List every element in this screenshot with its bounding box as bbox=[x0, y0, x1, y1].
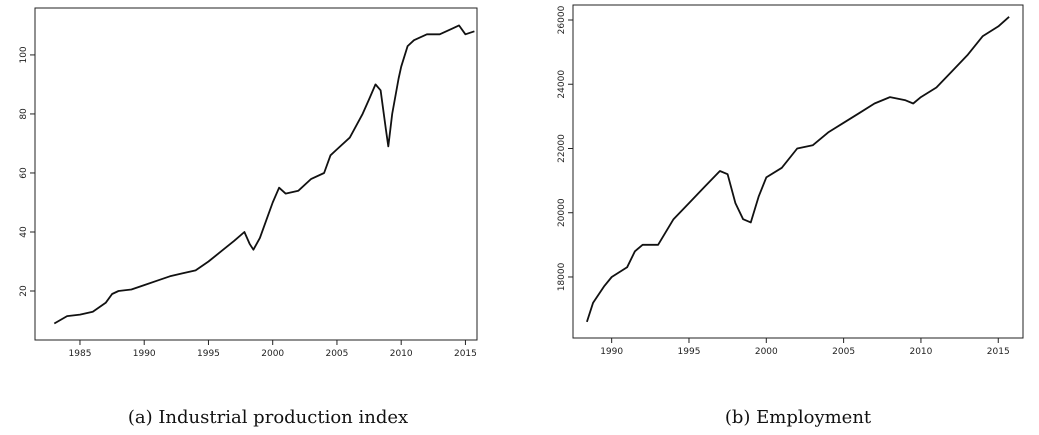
caption: (a) Industrial production index bbox=[128, 407, 408, 428]
caption: (b) Employment bbox=[725, 407, 872, 428]
x-tick-label: 1990 bbox=[133, 349, 156, 359]
plot-frame bbox=[34, 7, 478, 341]
x-tick-label: 2005 bbox=[325, 349, 348, 359]
x-tick-label: 2010 bbox=[390, 349, 413, 359]
plot-frame bbox=[572, 4, 1024, 339]
x-tick-label: 1990 bbox=[600, 347, 623, 357]
y-tick-label: 60 bbox=[19, 167, 29, 179]
y-tick-label: 80 bbox=[19, 108, 29, 120]
x-tick-label: 2015 bbox=[987, 347, 1010, 357]
y-tick-label: 20 bbox=[19, 285, 29, 297]
x-tick-label: 2015 bbox=[454, 349, 477, 359]
y-tick-label: 26000 bbox=[557, 5, 567, 34]
series-line bbox=[53, 24, 475, 325]
y-tick-label: 100 bbox=[19, 46, 29, 63]
x-tick-label: 1995 bbox=[197, 349, 220, 359]
y-tick-label: 24000 bbox=[557, 70, 567, 99]
y-tick-label: 22000 bbox=[557, 134, 567, 163]
x-tick-label: 1985 bbox=[69, 349, 92, 359]
x-tick-label: 2000 bbox=[755, 347, 778, 357]
x-tick-label: 1995 bbox=[678, 347, 701, 357]
x-tick-label: 2010 bbox=[909, 347, 932, 357]
y-tick-label: 18000 bbox=[557, 262, 567, 291]
x-tick-label: 2005 bbox=[832, 347, 855, 357]
y-tick-label: 40 bbox=[19, 226, 29, 238]
y-tick-label: 20000 bbox=[557, 198, 567, 227]
x-tick-label: 2000 bbox=[261, 349, 284, 359]
series-line bbox=[586, 16, 1010, 323]
